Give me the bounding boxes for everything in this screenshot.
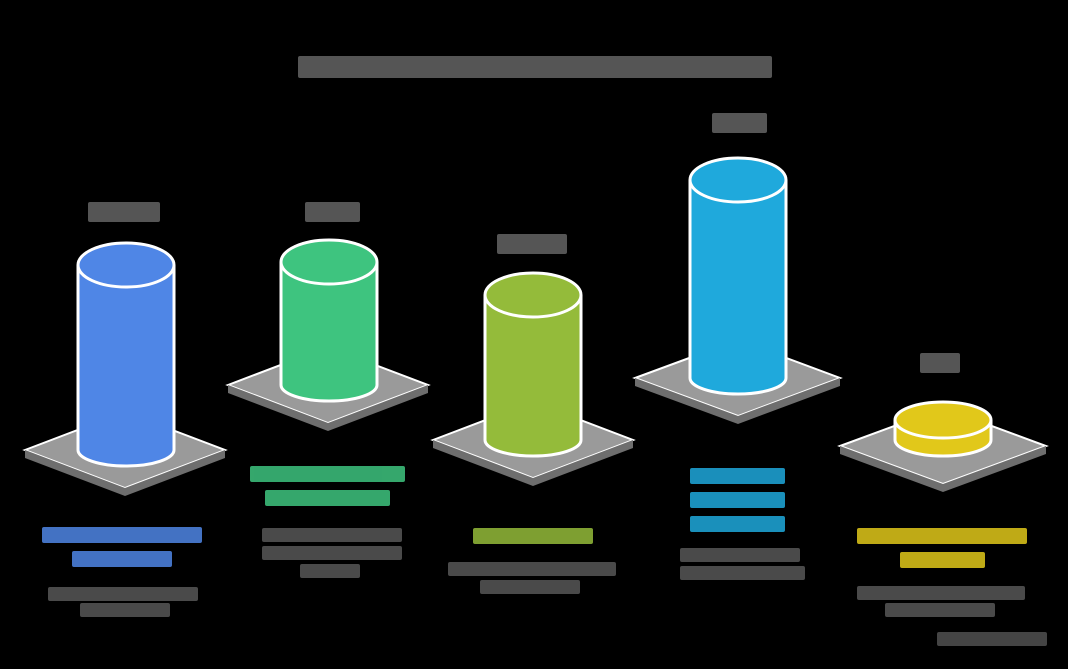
description-3b bbox=[480, 580, 580, 594]
description-1 bbox=[48, 587, 198, 601]
value-label-1 bbox=[88, 202, 160, 222]
category-label-2: [obscured] bbox=[250, 466, 405, 482]
category-label-3: [obscured] bbox=[473, 528, 593, 544]
description-1b bbox=[80, 603, 170, 617]
description-2c bbox=[300, 564, 360, 578]
value-label-4 bbox=[712, 113, 767, 133]
category-label-2b bbox=[265, 490, 390, 506]
chart-title bbox=[298, 56, 772, 78]
description-2b bbox=[262, 546, 402, 560]
description-5b bbox=[885, 603, 995, 617]
description-3 bbox=[448, 562, 616, 576]
category-label-4b bbox=[690, 492, 785, 508]
category-label-1b bbox=[72, 551, 172, 567]
category-label-5: [obscured] bbox=[857, 528, 1027, 544]
category-label-1: [obscured] bbox=[42, 527, 202, 543]
description-4 bbox=[680, 548, 800, 562]
description-4b bbox=[680, 566, 805, 580]
category-label-4: [obscured] bbox=[690, 468, 785, 484]
value-label-5 bbox=[920, 353, 960, 373]
category-label-5b bbox=[900, 552, 985, 568]
value-label-2 bbox=[305, 202, 360, 222]
category-label-4c bbox=[690, 516, 785, 532]
footer-watermark bbox=[937, 632, 1047, 646]
value-label-3 bbox=[497, 234, 567, 254]
description-2 bbox=[262, 528, 402, 542]
description-5 bbox=[857, 586, 1025, 600]
